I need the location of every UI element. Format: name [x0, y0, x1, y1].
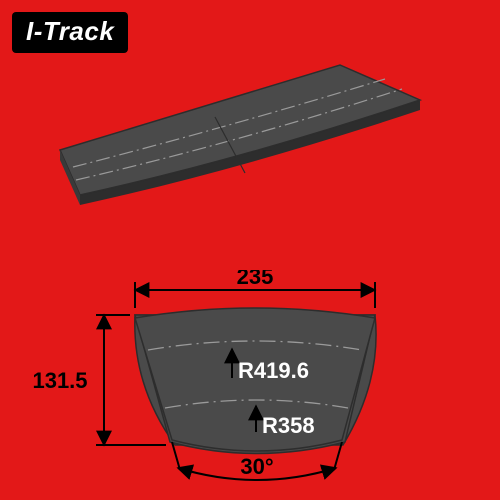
plan-svg: 235 131.5 R419.6 R358 30°: [0, 270, 500, 500]
plan-view: 235 131.5 R419.6 R358 30°: [0, 270, 500, 500]
dim-width-text: 235: [237, 270, 274, 289]
isometric-view: [40, 55, 460, 255]
r-inner-text: R358: [262, 413, 315, 438]
dim-h-text: 131.5: [32, 368, 87, 393]
r-outer-text: R419.6: [238, 358, 309, 383]
dim-angle-text: 30°: [240, 454, 273, 479]
dim-angle-ext-l: [172, 442, 180, 470]
brand-badge: I-Track: [12, 12, 128, 53]
brand-label: I-Track: [26, 16, 114, 46]
dim-angle-ext-r: [334, 442, 342, 470]
iso-top-face: [60, 65, 420, 195]
isometric-svg: [40, 55, 460, 255]
